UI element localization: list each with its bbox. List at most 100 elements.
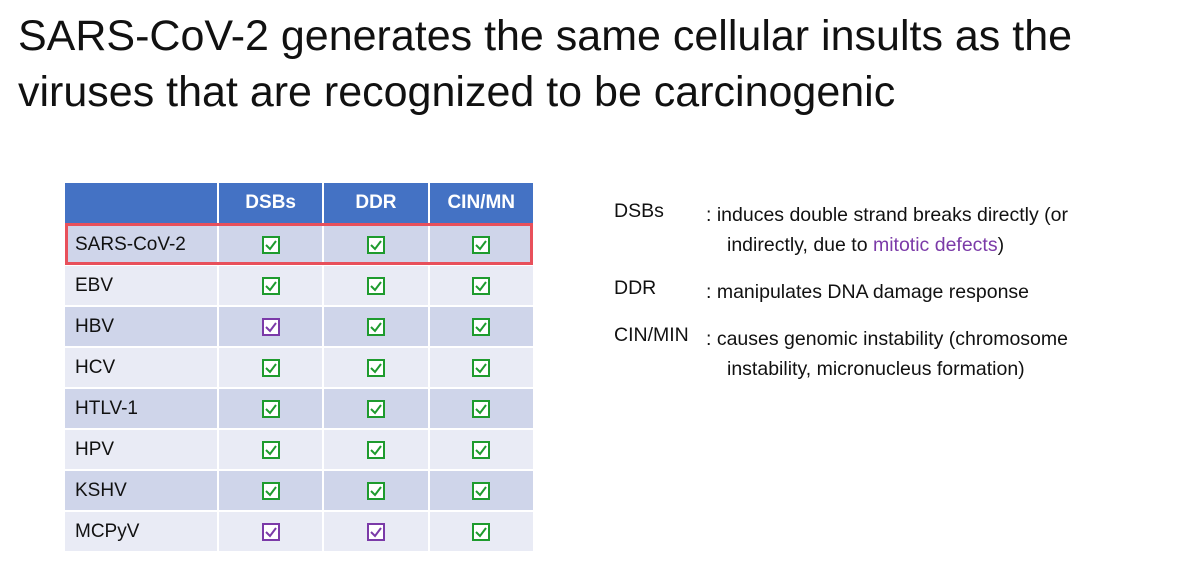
checkbox xyxy=(472,440,491,459)
checkbox xyxy=(366,317,385,336)
definitions: DSBs : induces double strand breaks direc… xyxy=(614,200,1068,401)
check-mark xyxy=(370,321,382,333)
text-segment: ) xyxy=(997,234,1005,256)
checkbox xyxy=(261,358,280,377)
title-line: SARS-CoV-2 generates the same cellular i… xyxy=(18,12,1073,60)
check-mark xyxy=(475,526,488,538)
definition-line: : causes genomic instability (chromosome xyxy=(706,324,1068,354)
cell xyxy=(427,430,533,469)
checkbox xyxy=(472,317,491,336)
table-row: HBV xyxy=(65,305,533,346)
row-label: MCPyV xyxy=(75,520,140,542)
cell xyxy=(322,512,427,551)
check-mark xyxy=(264,485,277,497)
cell xyxy=(217,225,322,264)
title-line: viruses that are recognized to be carcin… xyxy=(18,68,896,116)
check-mark xyxy=(370,280,382,292)
header-row: DSBs DDR CIN/MN xyxy=(65,183,533,223)
cell xyxy=(217,512,322,551)
cell xyxy=(427,307,533,346)
checkbox xyxy=(472,358,491,377)
table-row: HPV xyxy=(65,428,533,469)
check-mark xyxy=(475,280,488,292)
row-label: SARS-CoV-2 xyxy=(75,233,186,255)
cell xyxy=(322,389,427,428)
text-segment: mitotic defects xyxy=(872,234,998,256)
row-label: HPV xyxy=(75,438,115,460)
cell xyxy=(427,512,533,551)
check-mark xyxy=(370,239,382,251)
table-row: HCV xyxy=(65,346,533,387)
title: SARS-CoV-2 generates the same cellular i… xyxy=(18,8,1072,120)
cell xyxy=(217,430,322,469)
cell xyxy=(217,348,322,387)
check-mark xyxy=(475,485,488,497)
checkbox xyxy=(366,276,385,295)
term: DSBs xyxy=(614,200,664,222)
checkbox xyxy=(261,317,280,336)
definition-line: : manipulates DNA damage response xyxy=(706,277,1068,307)
check-mark xyxy=(264,239,277,251)
table-row: KSHV xyxy=(65,469,533,510)
definition-line: instability, micronucleus formation) xyxy=(727,354,1068,384)
checkbox xyxy=(472,235,491,254)
check-mark xyxy=(475,321,488,333)
checkbox xyxy=(472,276,491,295)
checkbox xyxy=(261,481,280,500)
checkbox xyxy=(366,399,385,418)
cell xyxy=(427,471,533,510)
text-segment: indirectly, due to xyxy=(727,234,873,256)
check-mark xyxy=(370,444,382,456)
check-mark xyxy=(264,403,277,415)
checkbox xyxy=(472,481,491,500)
check-mark xyxy=(264,280,277,292)
cell xyxy=(322,225,427,264)
definition: DDR : manipulates DNA damage response xyxy=(614,277,1068,307)
checkbox xyxy=(366,235,385,254)
definition-line: indirectly, due to mitotic defects) xyxy=(727,230,1068,260)
check-mark xyxy=(264,444,277,456)
definition-line: : induces double strand breaks directly … xyxy=(706,200,1068,230)
checkbox xyxy=(366,358,385,377)
cell xyxy=(427,225,533,264)
checkbox xyxy=(472,522,491,541)
table-row: EBV xyxy=(65,264,533,305)
check-mark xyxy=(370,362,382,374)
row-label: KSHV xyxy=(75,479,127,501)
cell xyxy=(217,471,322,510)
cell xyxy=(427,266,533,305)
checkbox xyxy=(472,399,491,418)
cell xyxy=(217,389,322,428)
cell xyxy=(427,389,533,428)
check-mark xyxy=(370,403,382,415)
cell xyxy=(322,471,427,510)
cell xyxy=(427,348,533,387)
table-row: SARS-CoV-2 xyxy=(65,223,533,264)
text-segment: instability, micronucleus formation) xyxy=(727,358,1025,380)
checkbox xyxy=(261,276,280,295)
cell xyxy=(217,266,322,305)
term: CIN/MIN xyxy=(614,324,689,346)
checkbox xyxy=(366,440,385,459)
definition: CIN/MIN : causes genomic instability (chr… xyxy=(614,324,1068,384)
cell xyxy=(322,430,427,469)
check-mark xyxy=(264,526,277,538)
header-cell: DDR xyxy=(322,183,427,223)
header-cell: DSBs xyxy=(217,183,322,223)
check-mark xyxy=(475,403,488,415)
row-highlight xyxy=(65,223,533,265)
checkbox xyxy=(261,440,280,459)
term: DDR xyxy=(614,277,657,299)
table-row: HTLV-1 xyxy=(65,387,533,428)
check-mark xyxy=(475,444,488,456)
cell xyxy=(322,266,427,305)
row-label: HBV xyxy=(75,315,115,337)
row-label: EBV xyxy=(75,274,114,296)
cell xyxy=(217,307,322,346)
check-mark xyxy=(264,321,277,333)
row-label: HTLV-1 xyxy=(75,397,139,419)
header-cell: CIN/MN xyxy=(427,183,533,223)
row-label: HCV xyxy=(75,356,116,378)
checkbox xyxy=(261,399,280,418)
